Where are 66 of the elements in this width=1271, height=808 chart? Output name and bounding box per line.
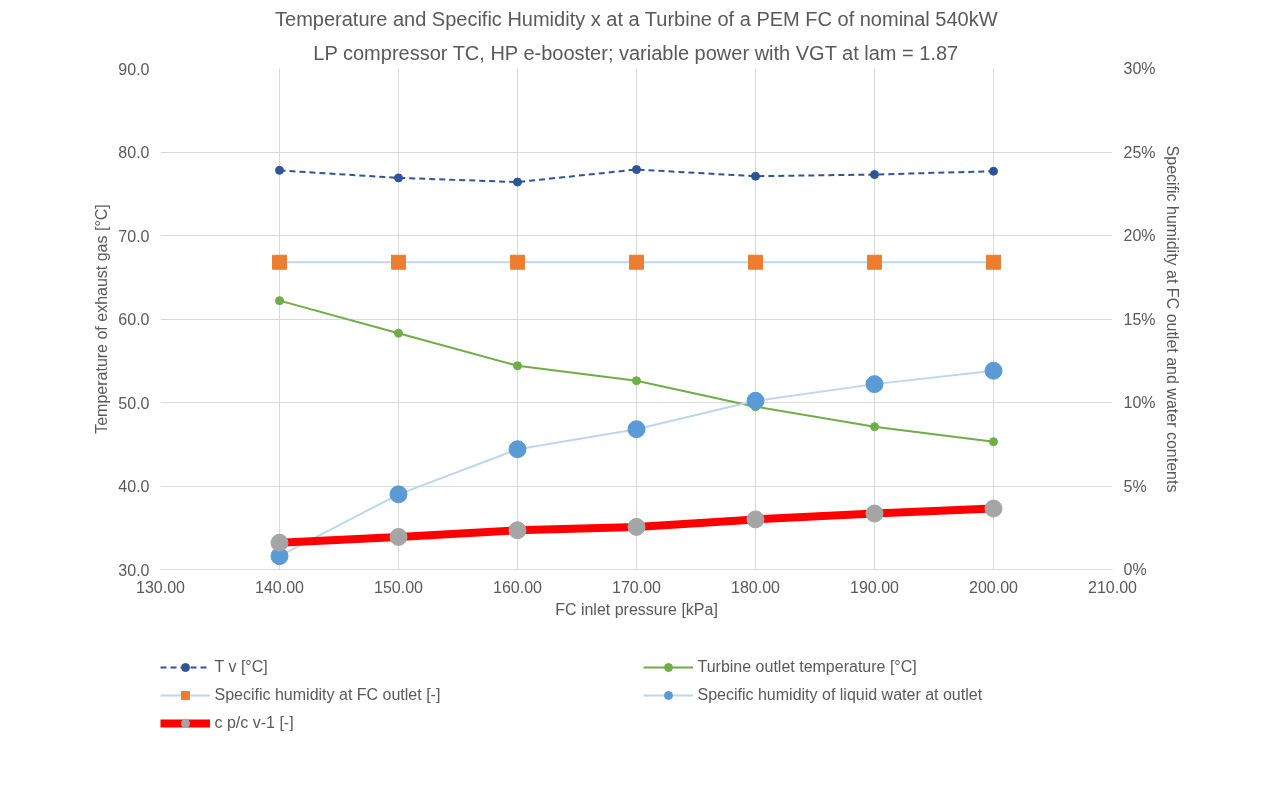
y-tick-label: 50.0	[118, 394, 150, 412]
y-tick-label: 80.0	[118, 144, 150, 161]
point	[275, 296, 284, 306]
point	[748, 254, 763, 270]
point	[746, 510, 765, 529]
point	[632, 165, 641, 175]
point	[508, 440, 527, 459]
chart-subtitle: LP compressor TC, HP e-booster; variable power with VGT at lam = 1.87	[313, 41, 959, 64]
point	[986, 254, 1001, 270]
y2-axis-title: Specific humidity at FC outlet and water contents	[1163, 145, 1181, 493]
point	[513, 361, 522, 371]
y2-tick-label: 0%	[1123, 561, 1147, 578]
point	[746, 391, 765, 410]
point	[627, 517, 646, 536]
x-tick-label: 180.00	[731, 578, 781, 596]
y-tick-label: 30.0	[118, 561, 150, 579]
y-tick-label: 40.0	[118, 478, 150, 495]
point	[272, 254, 287, 270]
point	[394, 328, 403, 338]
y-tick-label: 90.0	[118, 60, 150, 78]
chart-title: Temperature and Specific Humidity x at a Turbine of a PEM FC of nominal 540kW	[275, 7, 998, 30]
point	[270, 533, 289, 552]
point	[275, 165, 284, 175]
y2-tick-label: 20%	[1123, 227, 1156, 244]
y-tick-label: 70.0	[118, 227, 150, 245]
y2-tick-label: 10%	[1123, 394, 1156, 411]
x-axis-title: FC inlet pressure [kPa]	[555, 600, 718, 618]
point	[629, 254, 644, 270]
x-tick-label: 210.00	[1088, 578, 1138, 596]
x-tick-label: 190.00	[850, 578, 900, 596]
point	[389, 485, 408, 504]
x-tick-label: 160.00	[493, 578, 543, 596]
y2-tick-label: 30%	[1123, 60, 1156, 77]
point	[865, 504, 884, 523]
legend-label: Specific humidity at FC outlet [-]	[214, 686, 442, 704]
point	[389, 527, 408, 546]
legend-label: c p/c v-1 [-]	[214, 714, 295, 732]
point	[627, 420, 646, 439]
legend-label: T v [°C]	[214, 658, 269, 676]
point	[867, 254, 882, 270]
y-tick-label: 60.0	[118, 311, 150, 328]
point	[989, 166, 998, 176]
point	[513, 177, 522, 187]
y2-tick-label: 25%	[1123, 143, 1156, 161]
point	[751, 171, 760, 181]
point	[394, 173, 403, 183]
point	[984, 499, 1003, 518]
x-tick-label: 140.00	[255, 578, 305, 596]
point	[510, 254, 525, 270]
point	[870, 170, 879, 180]
legend-label: Specific humidity of liquid water at outlet	[697, 686, 984, 704]
point	[870, 422, 879, 432]
x-tick-label: 130.00	[136, 578, 186, 596]
x-tick-label: 170.00	[612, 578, 662, 596]
y2-tick-label: 15%	[1123, 310, 1156, 328]
legend-label: Turbine outlet temperature [°C]	[697, 658, 918, 676]
x-tick-label: 200.00	[969, 578, 1019, 596]
point	[865, 375, 884, 394]
point	[984, 361, 1003, 380]
point	[989, 437, 998, 447]
y2-tick-label: 5%	[1123, 477, 1147, 495]
point	[632, 376, 641, 386]
x-tick-label: 150.00	[374, 578, 424, 596]
point	[391, 254, 406, 270]
point	[508, 521, 527, 540]
y-axis-title: Temperature of exhaust gas [°C]	[93, 204, 111, 434]
